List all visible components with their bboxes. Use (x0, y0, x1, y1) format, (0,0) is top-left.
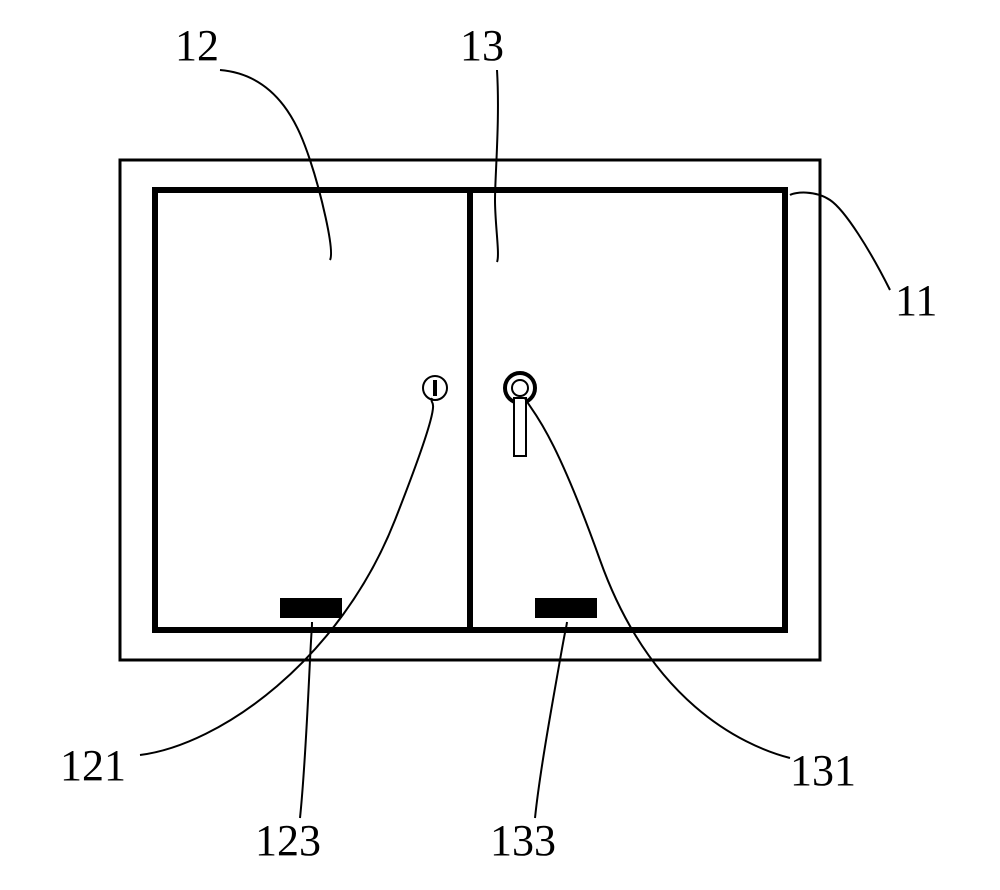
label-n131: 131 (790, 746, 856, 795)
lock-left-bar (433, 380, 437, 396)
block-right (535, 598, 597, 618)
technical-figure: 12 13 11 121 123 133 131 (0, 0, 1000, 890)
label-n121: 121 (60, 741, 126, 790)
label-n11: 11 (895, 276, 937, 325)
block-left (280, 598, 342, 618)
lock-right-handle (514, 398, 526, 456)
label-n123: 123 (255, 816, 321, 865)
label-n133: 133 (490, 816, 556, 865)
label-n12: 12 (175, 21, 219, 70)
label-n13: 13 (460, 21, 504, 70)
